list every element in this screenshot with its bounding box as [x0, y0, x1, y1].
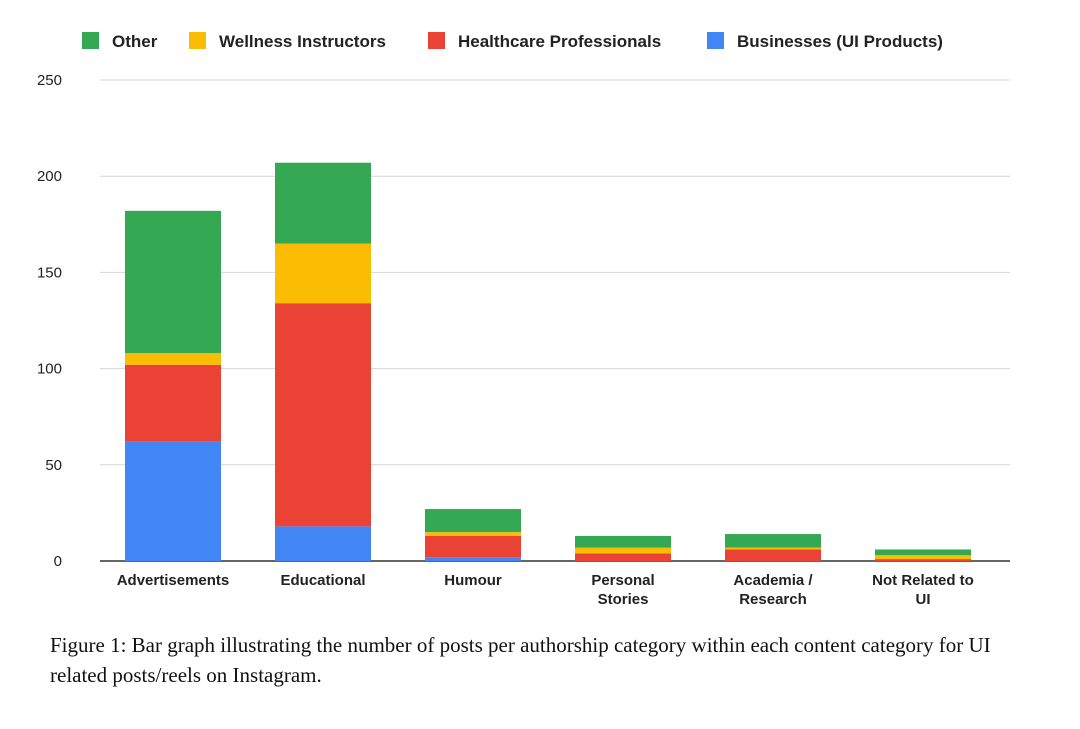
- figure-caption: Figure 1: Bar graph illustrating the num…: [50, 633, 991, 687]
- stacked-bar-chart: Other Wellness Instructors Healthcare Prof…: [37, 32, 1010, 608]
- bar-segment-healthcare-professionals: [125, 364, 221, 442]
- legend-label: Wellness Instructors: [219, 32, 386, 51]
- chart-bars: [125, 162, 971, 561]
- x-tick-label-line: Stories: [598, 591, 649, 608]
- x-tick-label-line: Academia /: [733, 572, 813, 589]
- chart-gridlines: [100, 79, 1010, 562]
- y-tick-label: 0: [54, 553, 62, 570]
- x-tick-label: Personal Stories: [591, 572, 654, 608]
- x-tick-label: Academia / Research: [733, 572, 813, 608]
- bar-segment-wellness-instructors: [425, 532, 521, 536]
- y-tick-label: 250: [37, 72, 62, 89]
- y-axis: 0 50 100 150 200 250: [37, 72, 62, 570]
- chart-legend: Other Wellness Instructors Healthcare Prof…: [82, 32, 943, 51]
- bar-segment-wellness-instructors: [125, 353, 221, 365]
- bar-stack-not-related-to-ui: [875, 549, 971, 561]
- bar-stack-advertisements: [125, 210, 221, 561]
- bar-segment-wellness-instructors: [575, 547, 671, 554]
- bar-segment-other: [425, 509, 521, 533]
- legend-swatch: [189, 32, 206, 49]
- legend-item-businesses-ui-products: Businesses (UI Products): [707, 32, 943, 51]
- legend-label: Other: [112, 32, 158, 51]
- bar-segment-other: [725, 534, 821, 548]
- bar-stack-educational: [275, 162, 371, 561]
- bar-segment-businesses-ui-products: [275, 526, 371, 561]
- legend-swatch: [82, 32, 99, 49]
- bar-segment-other: [125, 210, 221, 354]
- y-tick-label: 200: [37, 168, 62, 185]
- x-tick-label-line: Educational: [280, 572, 365, 589]
- bar-stack-humour: [425, 509, 521, 561]
- bar-segment-healthcare-professionals: [425, 535, 521, 558]
- x-tick-label: Advertisements: [117, 572, 230, 589]
- legend-item-other: Other: [82, 32, 158, 51]
- bar-segment-other: [875, 549, 971, 556]
- bar-segment-healthcare-professionals: [275, 303, 371, 527]
- y-tick-label: 150: [37, 264, 62, 281]
- x-tick-label-line: Personal: [591, 572, 654, 589]
- x-tick-label-line: Humour: [444, 572, 502, 589]
- x-tick-label-line: Advertisements: [117, 572, 230, 589]
- bar-segment-wellness-instructors: [725, 547, 821, 550]
- x-axis: Advertisements Educational Humour Personal S…: [117, 572, 974, 608]
- bar-stack-academia-research: [725, 534, 821, 561]
- x-tick-label: Educational: [280, 572, 365, 589]
- bar-stack-personal-stories: [575, 535, 671, 561]
- legend-label: Businesses (UI Products): [737, 32, 943, 51]
- legend-item-wellness-instructors: Wellness Instructors: [189, 32, 386, 51]
- x-tick-label-line: Not Related to: [872, 572, 974, 589]
- y-tick-label: 50: [45, 457, 62, 474]
- bar-segment-healthcare-professionals: [575, 553, 671, 561]
- bar-segment-other: [275, 162, 371, 244]
- x-tick-label-line: UI: [916, 591, 931, 608]
- y-tick-label: 100: [37, 361, 62, 378]
- legend-item-healthcare-professionals: Healthcare Professionals: [428, 32, 661, 51]
- bar-segment-other: [575, 535, 671, 548]
- bar-segment-wellness-instructors: [875, 555, 971, 560]
- legend-swatch: [428, 32, 445, 49]
- legend-label: Healthcare Professionals: [458, 32, 661, 51]
- bar-segment-healthcare-professionals: [725, 549, 821, 561]
- bar-segment-healthcare-professionals: [875, 559, 971, 561]
- x-tick-label: Not Related to UI: [872, 572, 974, 608]
- legend-swatch: [707, 32, 724, 49]
- x-tick-label-line: Research: [739, 591, 807, 608]
- x-tick-label: Humour: [444, 572, 502, 589]
- bar-segment-businesses-ui-products: [425, 557, 521, 561]
- bar-segment-businesses-ui-products: [125, 441, 221, 561]
- bar-segment-wellness-instructors: [275, 243, 371, 304]
